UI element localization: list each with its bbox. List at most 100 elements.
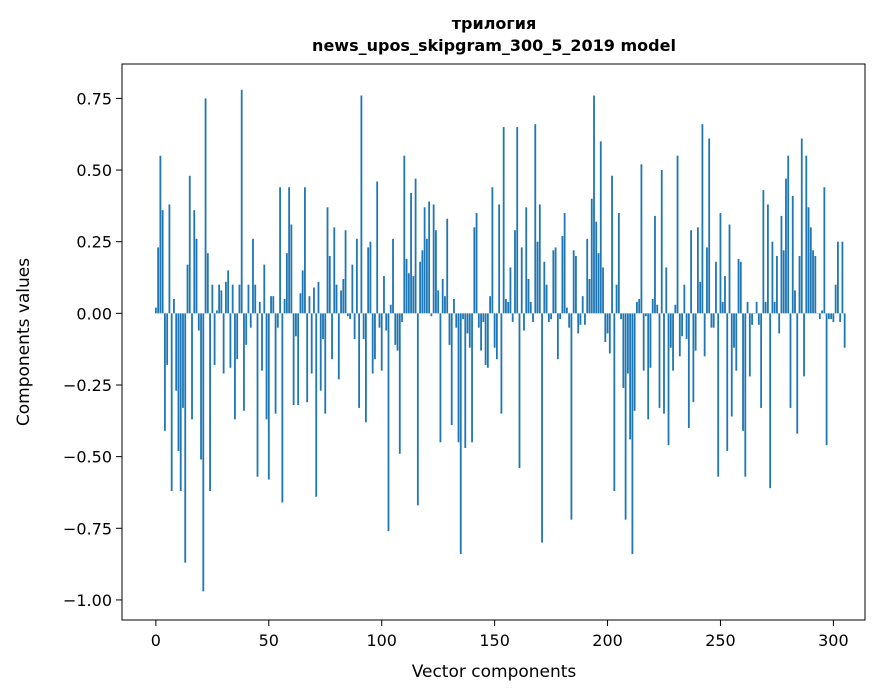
bar-251 xyxy=(721,301,724,314)
bar-176 xyxy=(552,250,555,314)
bar-149 xyxy=(491,187,494,314)
bar-290 xyxy=(809,227,812,314)
y-tick-label: 0.75 xyxy=(76,89,112,108)
bar-89 xyxy=(355,238,358,314)
bar-278 xyxy=(782,250,785,314)
bar-145 xyxy=(482,313,485,322)
bar-161 xyxy=(518,313,521,469)
bar-141 xyxy=(473,227,476,314)
bar-49 xyxy=(265,313,268,420)
bar-272 xyxy=(769,313,772,489)
y-tick-label: −0.75 xyxy=(63,519,112,538)
bar-303 xyxy=(839,313,842,322)
bar-276 xyxy=(778,313,781,334)
bar-114 xyxy=(412,276,415,314)
bar-179 xyxy=(559,313,562,320)
bar-94 xyxy=(367,247,370,314)
bar-197 xyxy=(599,141,602,314)
y-axis: −1.00 −0.75 −0.50 −0.25 0.00 0.25 0.50 0.75 xyxy=(63,89,122,610)
bar-194 xyxy=(593,95,595,314)
bar-93 xyxy=(365,313,367,423)
bar-39 xyxy=(243,313,245,411)
bar-140 xyxy=(471,313,473,443)
bar-80 xyxy=(335,284,338,314)
bar-77 xyxy=(328,256,331,314)
y-axis-label: Components values xyxy=(14,258,34,426)
bar-295 xyxy=(821,310,823,314)
bar-193 xyxy=(590,198,593,314)
x-tick-label: 100 xyxy=(366,631,397,650)
bar-248 xyxy=(715,261,717,314)
x-tick-label: 300 xyxy=(818,631,849,650)
bar-48 xyxy=(263,264,266,314)
bar-117 xyxy=(419,261,422,314)
y-tick-label: 0.50 xyxy=(76,161,112,180)
bar-138 xyxy=(466,313,469,334)
bar-261 xyxy=(744,313,747,477)
bar-130 xyxy=(448,313,451,345)
bar-8 xyxy=(173,299,175,314)
bar-269 xyxy=(762,190,765,314)
bar-204 xyxy=(615,284,618,314)
bar-296 xyxy=(823,187,826,314)
bar-224 xyxy=(660,170,663,314)
bar-60 xyxy=(290,224,293,314)
bar-174 xyxy=(547,313,550,322)
bar-152 xyxy=(498,204,501,314)
bar-123 xyxy=(432,204,435,314)
bar-134 xyxy=(457,313,460,443)
bar-235 xyxy=(685,313,688,340)
bar-6 xyxy=(168,204,171,314)
bar-142 xyxy=(475,213,478,314)
bar-212 xyxy=(633,313,636,411)
bar-91 xyxy=(360,95,363,314)
bar-5 xyxy=(166,313,169,365)
bar-10 xyxy=(177,313,180,451)
y-tick-label: 0.00 xyxy=(76,304,112,323)
bar-34 xyxy=(231,284,234,314)
bar-124 xyxy=(435,230,437,314)
bar-221 xyxy=(654,215,656,314)
bar-201 xyxy=(608,313,611,354)
bar-118 xyxy=(421,250,424,314)
bar-213 xyxy=(636,301,638,314)
bar-165 xyxy=(527,278,530,314)
bar-107 xyxy=(396,313,399,351)
bar-236 xyxy=(687,313,690,428)
bar-289 xyxy=(807,207,810,314)
bar-103 xyxy=(387,313,390,532)
bar-271 xyxy=(766,204,769,314)
x-axis-label: Vector components xyxy=(412,662,577,682)
bar-234 xyxy=(683,284,686,314)
bar-175 xyxy=(550,313,552,320)
bar-64 xyxy=(299,293,302,314)
bar-143 xyxy=(477,313,480,328)
bar-153 xyxy=(500,313,503,414)
bar-132 xyxy=(453,299,455,314)
bar-233 xyxy=(681,313,683,337)
bar-151 xyxy=(495,313,498,360)
bar-27 xyxy=(215,310,218,314)
bar-195 xyxy=(595,221,598,314)
bar-115 xyxy=(414,178,417,314)
bar-164 xyxy=(525,207,528,314)
bar-61 xyxy=(292,313,295,406)
bar-51 xyxy=(270,296,272,314)
bar-158 xyxy=(511,313,514,322)
bar-225 xyxy=(663,313,665,414)
bar-227 xyxy=(667,313,670,446)
bar-167 xyxy=(532,313,534,322)
bar-203 xyxy=(613,313,616,492)
bar-150 xyxy=(493,313,496,348)
bar-157 xyxy=(509,267,512,314)
bar-90 xyxy=(358,313,361,408)
bar-181 xyxy=(563,213,566,314)
bar-199 xyxy=(604,313,607,342)
bar-24 xyxy=(209,313,211,492)
bar-215 xyxy=(640,164,643,314)
bar-31 xyxy=(224,281,227,314)
bar-304 xyxy=(841,241,844,314)
bar-18 xyxy=(195,238,198,314)
bar-88 xyxy=(353,313,356,340)
bar-163 xyxy=(523,313,525,331)
